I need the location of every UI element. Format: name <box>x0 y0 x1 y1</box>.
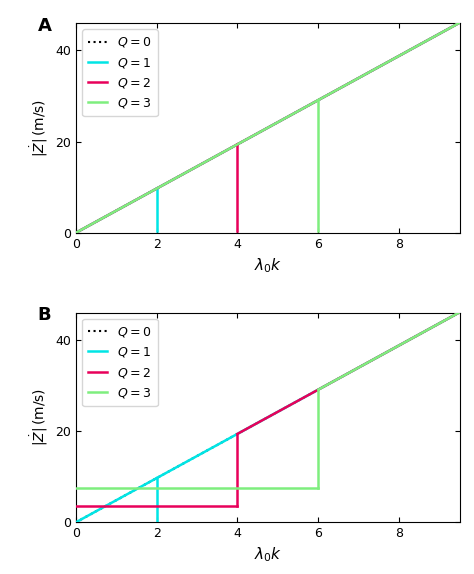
Y-axis label: $|\dot{Z}|\,(\mathrm{m/s})$: $|\dot{Z}|\,(\mathrm{m/s})$ <box>28 389 50 447</box>
X-axis label: $\lambda_0 k$: $\lambda_0 k$ <box>254 546 282 564</box>
Legend: $Q = 0$, $Q = 1$, $Q = 2$, $Q = 3$: $Q = 0$, $Q = 1$, $Q = 2$, $Q = 3$ <box>82 29 158 117</box>
Legend: $Q = 0$, $Q = 1$, $Q = 2$, $Q = 3$: $Q = 0$, $Q = 1$, $Q = 2$, $Q = 3$ <box>82 319 158 406</box>
Text: A: A <box>37 17 51 34</box>
X-axis label: $\lambda_0 k$: $\lambda_0 k$ <box>254 256 282 275</box>
Y-axis label: $|\dot{Z}|\,(\mathrm{m/s})$: $|\dot{Z}|\,(\mathrm{m/s})$ <box>28 99 50 157</box>
Text: B: B <box>37 306 51 324</box>
